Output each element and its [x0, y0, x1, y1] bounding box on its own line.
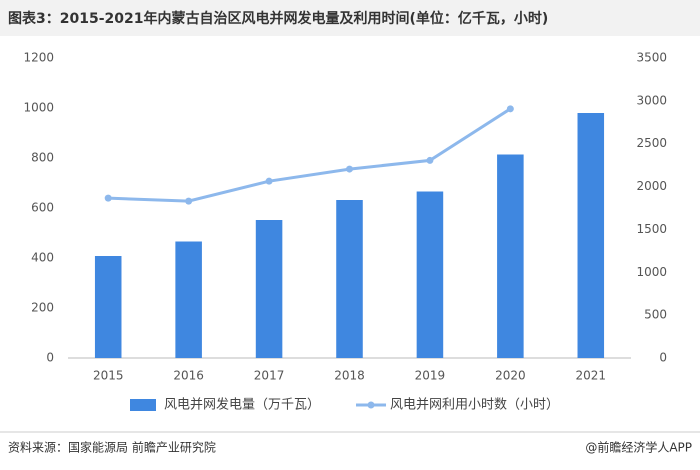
line-point: [265, 177, 273, 185]
y-tick-label: 400: [31, 251, 54, 265]
bar: [577, 113, 605, 358]
bar: [416, 191, 444, 358]
x-tick-label: 2018: [334, 369, 365, 383]
line-point: [104, 194, 112, 202]
title-bar: [0, 0, 700, 36]
y-tick-label: 200: [31, 301, 54, 315]
bar: [255, 220, 283, 358]
bar: [336, 200, 363, 358]
line-point: [185, 197, 193, 205]
x-tick-label: 2020: [495, 369, 526, 383]
x-tick-label: 2016: [173, 369, 204, 383]
y2-tick-label: 1000: [636, 265, 667, 279]
line-point: [346, 165, 353, 173]
y-tick-label: 800: [31, 151, 54, 165]
x-tick-label: 2019: [415, 369, 446, 383]
y2-tick-label: 3500: [636, 51, 667, 65]
legend-label: 风电并网发电量（万千瓦）: [164, 397, 320, 413]
bar: [497, 154, 524, 358]
bar: [94, 256, 122, 358]
y2-tick-label: 1500: [636, 222, 667, 236]
x-tick-label: 2017: [254, 369, 285, 383]
legend-swatch: [367, 401, 375, 409]
legend-label: 风电并网利用小时数（小时）: [390, 398, 559, 413]
y-tick-label: 600: [31, 201, 54, 215]
line-point: [426, 156, 434, 164]
credit: @前瞻经济学人APP: [585, 440, 692, 455]
y-tick-label: 0: [46, 351, 54, 365]
line-point: [506, 105, 514, 113]
y2-tick-label: 0: [659, 351, 667, 365]
y2-tick-label: 2000: [636, 179, 667, 193]
line: [108, 107, 512, 203]
chart-title: 图表3：2015-2021年内蒙古自治区风电并网发电量及利用时间(单位：亿千瓦，…: [8, 10, 548, 27]
y2-tick-label: 3000: [636, 93, 667, 107]
y2-tick-label: 2500: [636, 136, 667, 150]
legend-swatch: [130, 399, 156, 411]
y2-tick-label: 500: [644, 308, 667, 322]
source: 资料来源：国家能源局 前瞻产业研究院: [8, 440, 216, 455]
y-tick-label: 1200: [23, 51, 54, 65]
bar: [175, 241, 202, 358]
y-tick-label: 1000: [23, 101, 54, 115]
x-tick-label: 2021: [576, 369, 607, 383]
x-tick-label: 2015: [93, 369, 124, 383]
